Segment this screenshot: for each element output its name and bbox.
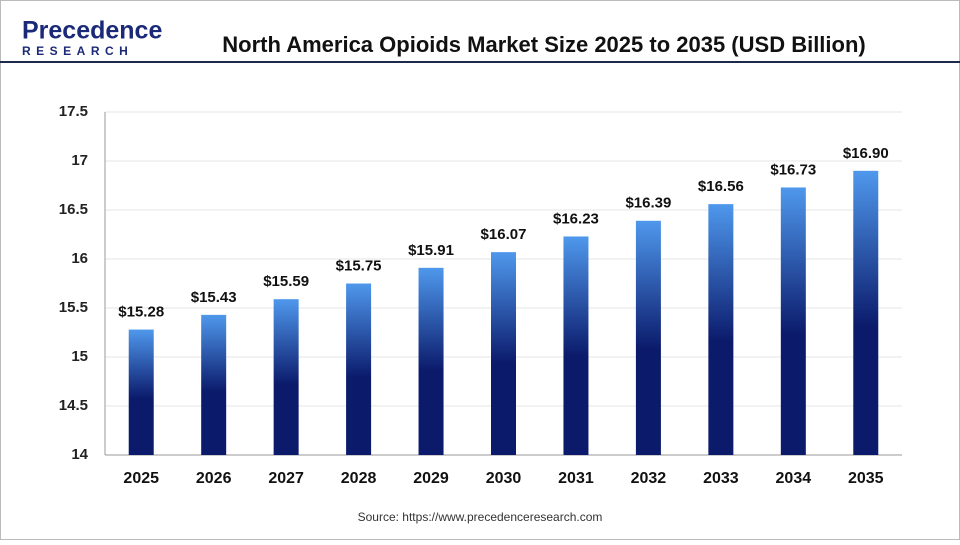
brand: Precedence bbox=[22, 17, 162, 45]
y-tick-label: 17.5 bbox=[59, 103, 88, 120]
value-label: $15.75 bbox=[336, 257, 382, 274]
bar bbox=[635, 220, 661, 455]
value-label: $16.90 bbox=[843, 145, 889, 162]
value-label: $15.28 bbox=[118, 304, 164, 321]
y-tick-label: 14 bbox=[71, 446, 88, 463]
y-tick-label: 15.5 bbox=[59, 299, 88, 316]
value-label: $15.91 bbox=[408, 242, 454, 259]
bar bbox=[780, 187, 806, 455]
bar bbox=[273, 299, 299, 455]
x-tick-label: 2028 bbox=[341, 470, 377, 487]
value-label: $16.39 bbox=[625, 195, 671, 212]
chart-title: North America Opioids Market Size 2025 t… bbox=[222, 32, 865, 57]
x-tick-label: 2026 bbox=[196, 470, 232, 487]
x-tick-label: 2032 bbox=[631, 470, 667, 487]
brand-sub: RESEARCH bbox=[22, 44, 133, 58]
y-tick-label: 14.5 bbox=[59, 397, 88, 414]
x-tick-label: 2029 bbox=[413, 470, 449, 487]
x-tick-label: 2030 bbox=[486, 470, 522, 487]
value-label: $16.56 bbox=[698, 178, 744, 195]
value-label: $16.73 bbox=[770, 161, 816, 178]
bar bbox=[346, 283, 372, 455]
bar bbox=[563, 236, 589, 455]
x-tick-label: 2035 bbox=[848, 470, 884, 487]
y-tick-label: 15 bbox=[71, 348, 88, 365]
bar bbox=[418, 267, 444, 455]
value-label: $15.43 bbox=[191, 289, 237, 306]
value-label: $16.23 bbox=[553, 210, 599, 227]
bar bbox=[491, 252, 516, 455]
x-tick-label: 2025 bbox=[123, 470, 159, 487]
y-tick-label: 16.5 bbox=[59, 201, 88, 218]
x-tick-label: 2034 bbox=[776, 470, 812, 487]
x-tick-label: 2031 bbox=[558, 470, 594, 487]
bar bbox=[853, 170, 879, 456]
x-tick-label: 2027 bbox=[268, 470, 304, 487]
bar bbox=[201, 314, 227, 455]
y-tick-label: 16 bbox=[71, 250, 88, 267]
x-tick-label: 2033 bbox=[703, 470, 739, 487]
bar bbox=[708, 204, 734, 455]
bar bbox=[128, 329, 154, 455]
y-tick-label: 17 bbox=[71, 152, 88, 169]
source: Source: https://www.precedenceresearch.c… bbox=[358, 510, 603, 524]
value-label: $15.59 bbox=[263, 273, 309, 290]
value-label: $16.07 bbox=[481, 226, 527, 243]
